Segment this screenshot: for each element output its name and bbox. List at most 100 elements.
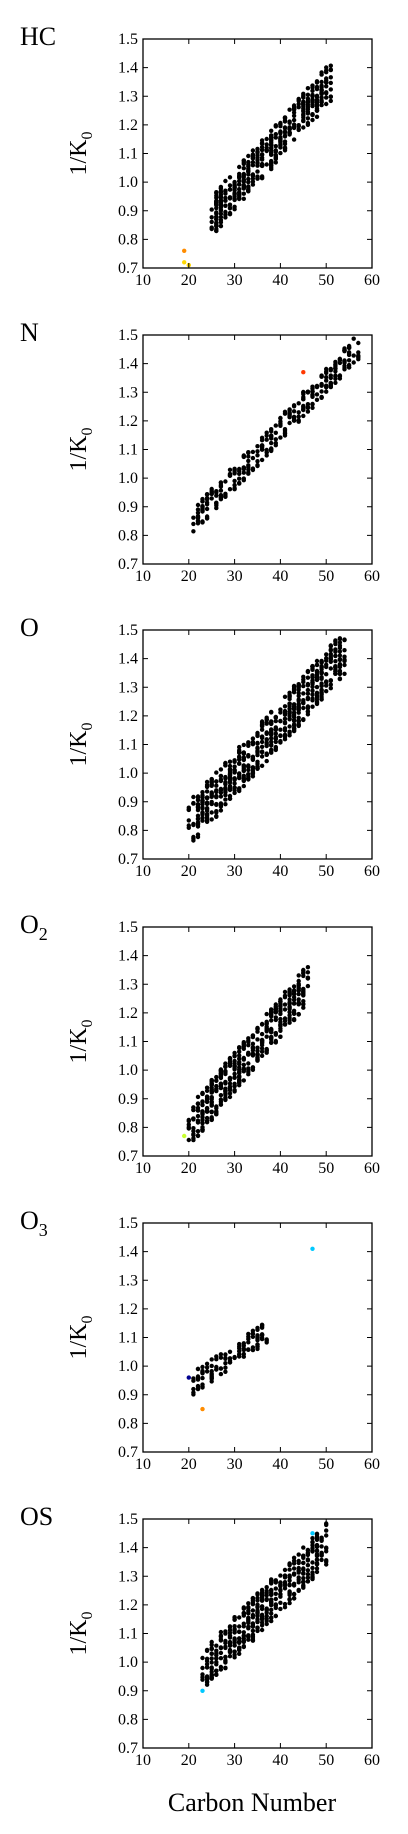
y-tick-label: 1.1	[118, 1626, 138, 1643]
data-point	[301, 100, 306, 106]
data-point	[310, 688, 315, 693]
data-point	[301, 968, 306, 974]
data-point	[259, 763, 265, 768]
data-point	[200, 790, 205, 795]
data-point	[269, 1581, 274, 1586]
panel-label: N	[20, 318, 39, 347]
data-point	[232, 790, 237, 796]
data-point	[287, 132, 292, 137]
data-point	[227, 472, 233, 477]
data-point	[195, 813, 201, 818]
data-point	[218, 767, 224, 772]
data-point	[237, 748, 242, 753]
data-point	[259, 1322, 265, 1328]
data-point	[291, 1001, 297, 1006]
data-point	[287, 420, 292, 426]
y-tick-label: 1.1	[118, 1034, 138, 1051]
data-point	[273, 718, 278, 724]
data-point	[218, 203, 224, 209]
data-point	[218, 480, 224, 485]
y-tick-label: 0.9	[118, 1091, 138, 1108]
data-point	[200, 1375, 205, 1381]
data-point	[282, 145, 288, 150]
data-point	[287, 1567, 292, 1572]
data-point	[218, 801, 224, 806]
data-point	[259, 754, 265, 759]
data-point	[278, 1582, 283, 1587]
data-point	[282, 1016, 288, 1021]
data-point	[346, 351, 352, 356]
data-point	[195, 794, 201, 799]
data-point	[250, 1637, 256, 1643]
y-tick-label: 0.7	[118, 1148, 138, 1165]
data-point	[218, 1355, 224, 1360]
data-point	[259, 744, 265, 749]
data-point	[342, 363, 347, 369]
data-point	[218, 194, 224, 199]
x-tick-label: 60	[364, 1752, 380, 1769]
data-point	[291, 704, 297, 709]
data-point	[246, 1624, 251, 1630]
data-point	[296, 414, 301, 419]
data-point	[264, 136, 269, 142]
data-point	[333, 664, 338, 669]
data-point	[204, 782, 210, 788]
data-point	[246, 179, 251, 185]
x-tick-label: 30	[227, 863, 243, 880]
data-point	[218, 774, 224, 779]
data-point	[255, 169, 260, 174]
data-point	[259, 1612, 265, 1618]
data-point	[278, 1606, 283, 1612]
data-point	[227, 780, 233, 785]
data-point	[278, 739, 283, 744]
y-tick-label: 0.9	[118, 1683, 138, 1700]
data-point	[269, 1611, 274, 1616]
data-point	[310, 98, 315, 104]
data-point	[218, 1664, 224, 1670]
data-point	[227, 202, 233, 207]
data-point	[278, 999, 283, 1004]
data-point	[237, 182, 242, 187]
data-point	[291, 113, 297, 119]
data-point	[241, 1062, 246, 1068]
data-point	[291, 107, 297, 112]
data-point	[204, 1365, 210, 1370]
data-point	[282, 134, 288, 139]
data-point	[209, 1665, 214, 1670]
data-point	[278, 1021, 283, 1027]
data-point	[232, 768, 237, 774]
data-point	[278, 150, 283, 156]
data-point	[259, 739, 265, 745]
data-point	[310, 117, 315, 123]
data-point	[237, 1080, 242, 1085]
data-point	[273, 1002, 278, 1007]
data-point	[319, 70, 324, 75]
data-point	[200, 1688, 205, 1694]
scatter-series	[191, 336, 361, 534]
data-point	[214, 779, 219, 784]
data-point	[241, 742, 246, 748]
data-point	[232, 1075, 237, 1080]
data-point	[305, 1575, 311, 1580]
data-point	[314, 397, 320, 402]
data-point	[246, 1347, 251, 1352]
data-point	[273, 1578, 278, 1583]
data-point	[269, 1034, 274, 1040]
data-point	[200, 805, 205, 810]
data-point	[259, 1598, 265, 1603]
data-point	[310, 112, 315, 118]
data-point	[324, 1533, 329, 1538]
scatter-series	[186, 1246, 315, 1412]
data-point	[195, 507, 201, 512]
data-point	[305, 1579, 311, 1584]
data-point	[232, 1637, 237, 1642]
data-point	[214, 200, 219, 205]
data-point	[328, 87, 333, 92]
data-point	[218, 1102, 224, 1107]
data-point	[214, 1656, 219, 1661]
data-point	[296, 991, 301, 997]
data-point	[310, 704, 315, 709]
data-point	[328, 382, 333, 387]
panel-label: O3	[20, 1206, 48, 1240]
data-point	[282, 116, 288, 121]
